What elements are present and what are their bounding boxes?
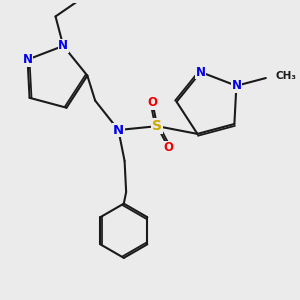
Text: N: N [58,39,68,52]
Text: N: N [22,53,33,66]
Text: N: N [196,66,206,79]
Text: CH₃: CH₃ [276,71,297,81]
Text: N: N [113,124,124,136]
Text: S: S [152,119,162,133]
Text: O: O [164,141,174,154]
Text: N: N [231,79,242,92]
Text: O: O [148,96,158,110]
